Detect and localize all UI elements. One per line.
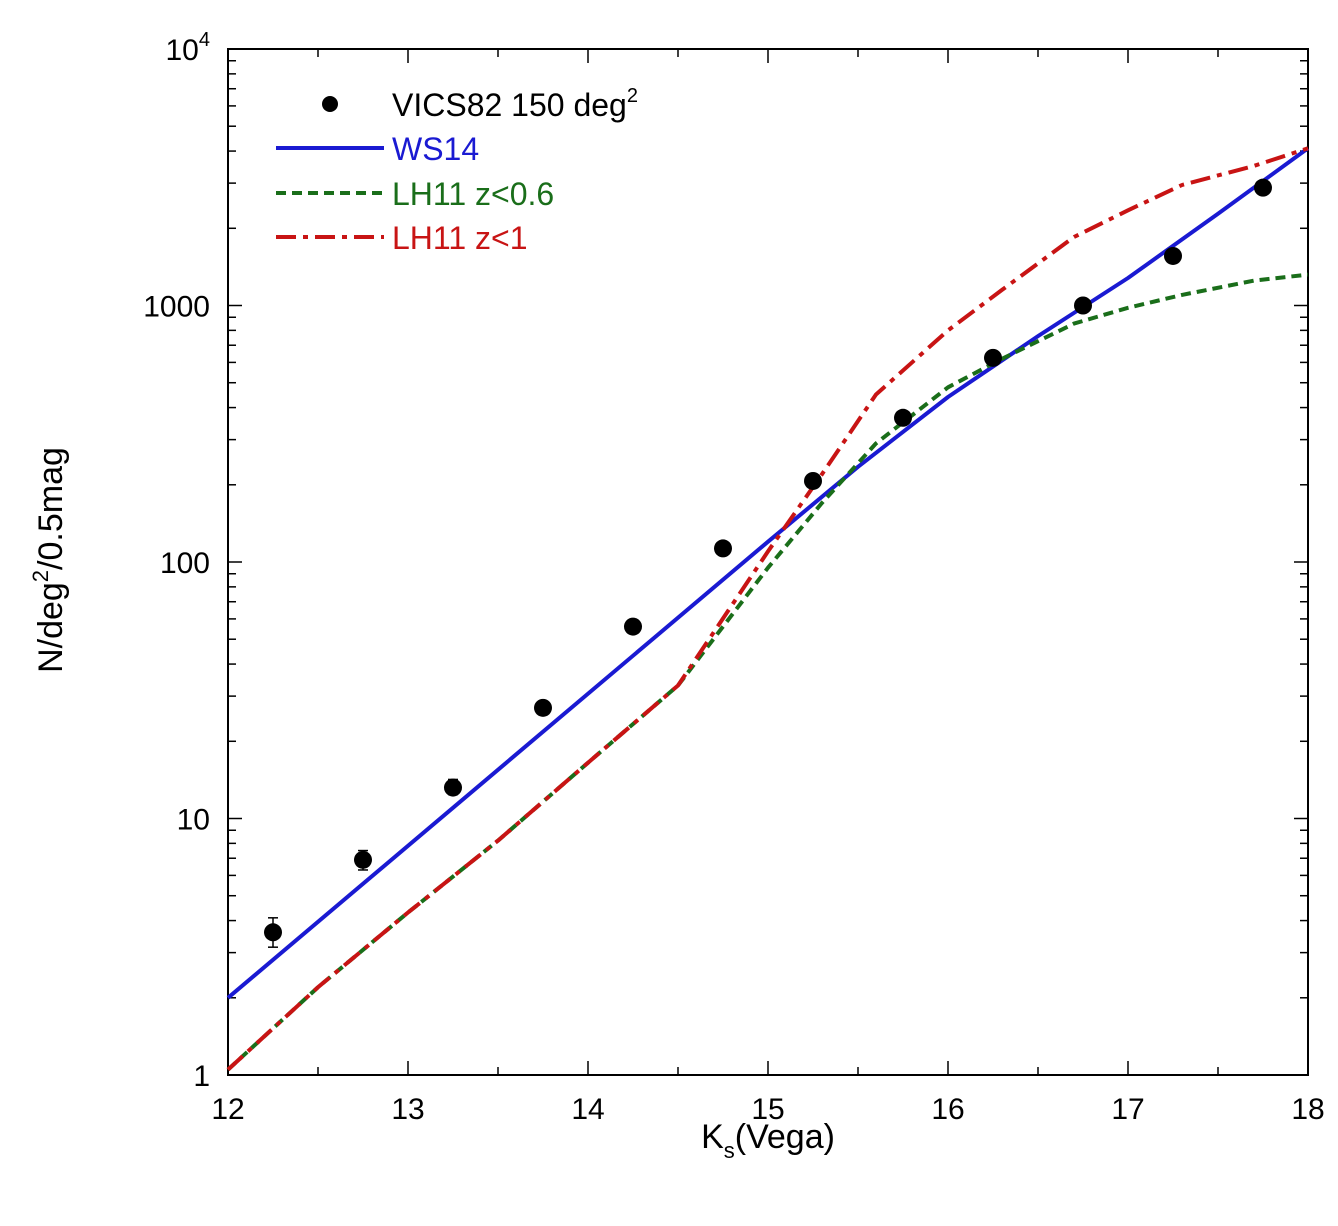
legend-marker xyxy=(322,96,338,112)
data-point xyxy=(984,348,1002,367)
data-point xyxy=(1074,296,1092,315)
data-point xyxy=(624,617,642,636)
axis-tick-labels: 12 13 14 15 16 17 18 1 10 100 1000 104 xyxy=(143,29,1324,1126)
y-tick-label: 1 xyxy=(193,1060,210,1093)
legend-label: LH11 z<0.6 xyxy=(392,176,554,212)
x-tick-label: 13 xyxy=(391,1093,424,1126)
x-axis-label: Ks(Vega) xyxy=(701,1118,835,1163)
legend: VICS82 150 deg2 WS14 LH11 z<0.6 LH11 z<1 xyxy=(276,85,638,256)
data-point xyxy=(444,778,462,797)
y-tick-label: 10 xyxy=(177,804,210,837)
series-layer xyxy=(226,146,1310,1072)
data-point xyxy=(264,923,282,942)
legend-label: LH11 z<1 xyxy=(392,220,528,256)
x-tick-label: 18 xyxy=(1291,1093,1324,1126)
x-tick-label: 17 xyxy=(1111,1093,1144,1126)
series-line-lh11-z-0-6 xyxy=(226,272,1309,1072)
legend-label: VICS82 150 deg2 xyxy=(392,85,638,123)
x-tick-label: 12 xyxy=(211,1093,244,1126)
data-point xyxy=(894,408,912,427)
y-tick-label: 100 xyxy=(160,547,210,580)
x-tick-label: 16 xyxy=(931,1093,964,1126)
x-tick-label: 14 xyxy=(571,1093,604,1126)
y-tick-label: 1000 xyxy=(143,291,210,324)
series-line-ws14 xyxy=(226,146,1310,1000)
y-tick-label-top: 104 xyxy=(166,29,211,67)
legend-label: WS14 xyxy=(392,131,479,167)
data-point xyxy=(714,539,732,558)
data-point xyxy=(1164,246,1182,265)
data-point xyxy=(804,471,822,490)
data-point xyxy=(354,850,372,869)
series-line-lh11-z-1 xyxy=(226,146,1309,1072)
data-point xyxy=(1254,178,1272,197)
axis-ticks xyxy=(227,49,1309,1076)
x-tick-label: 15 xyxy=(751,1093,784,1126)
data-point xyxy=(534,698,552,717)
y-axis-label: N/deg2/0.5mag xyxy=(28,447,70,673)
